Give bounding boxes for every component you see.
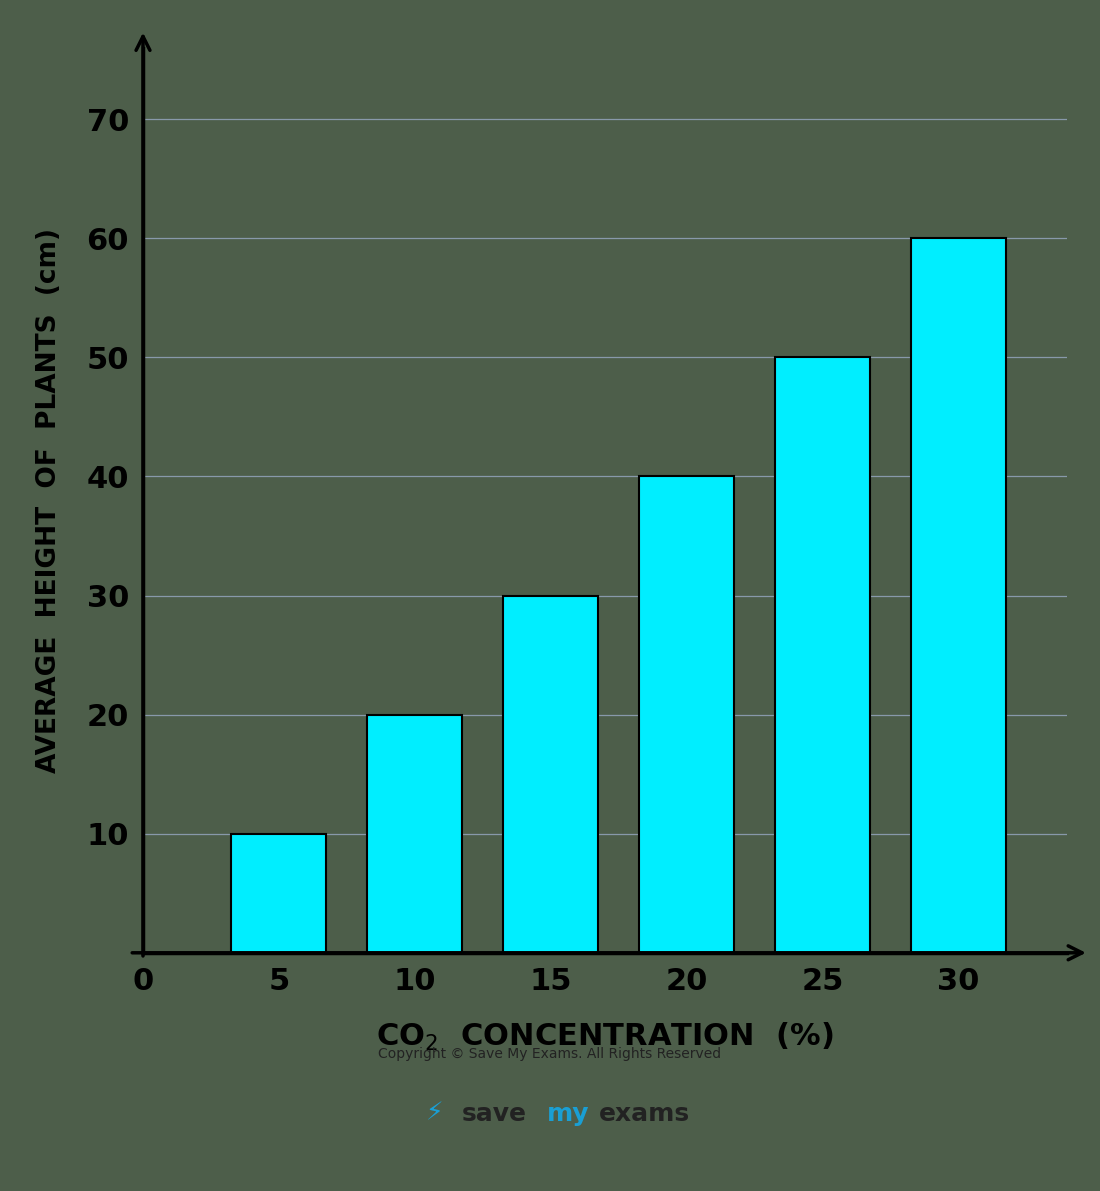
Bar [911,238,1005,953]
Text: save: save [462,1102,527,1125]
Y-axis label: AVERAGE  HEIGHT  OF  PLANTS  (cm): AVERAGE HEIGHT OF PLANTS (cm) [35,227,62,773]
Bar [639,476,734,953]
Text: Copyright © Save My Exams. All Rights Reserved: Copyright © Save My Exams. All Rights Re… [378,1047,722,1061]
Text: exams: exams [598,1102,690,1125]
Text: my: my [547,1102,590,1125]
Bar [503,596,598,953]
Bar [774,357,870,953]
Bar [367,715,462,953]
Bar [231,834,327,953]
Text: ⚡: ⚡ [426,1102,443,1125]
X-axis label: CO$_2$  CONCENTRATION  (%): CO$_2$ CONCENTRATION (%) [376,1021,834,1053]
